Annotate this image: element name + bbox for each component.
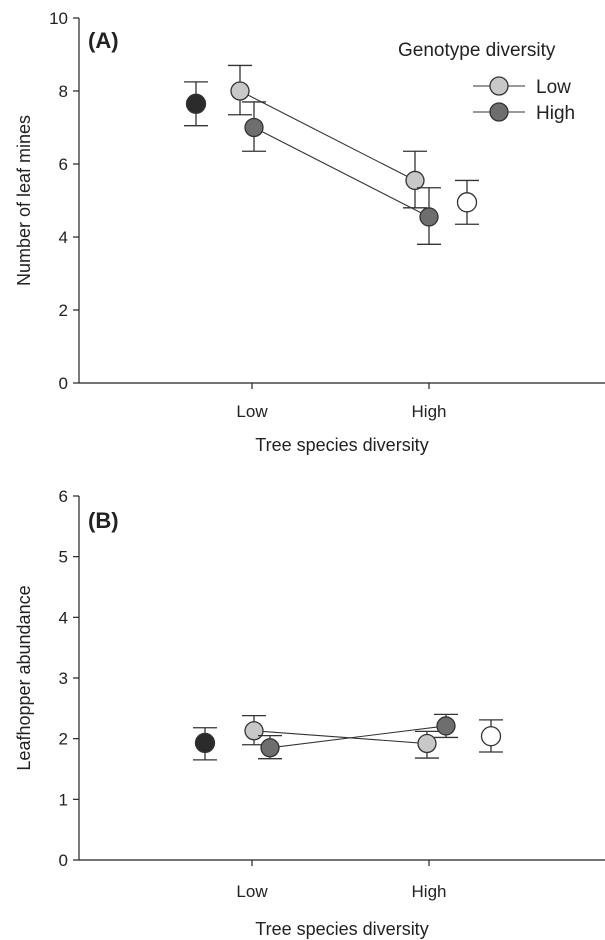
marginal-mean-point <box>194 732 216 754</box>
series-line <box>269 725 447 749</box>
y-axis-label: Leafhopper abundance <box>14 585 34 770</box>
legend-title: Genotype diversity <box>398 40 556 61</box>
data-point <box>260 738 280 758</box>
data-point <box>436 716 456 736</box>
y-tick-label: 4 <box>59 608 68 627</box>
data-point <box>405 170 425 191</box>
data-point <box>244 721 264 741</box>
panel-label: (A) <box>88 28 119 53</box>
x-tick-label: High <box>412 882 447 901</box>
marginal-means <box>193 719 503 761</box>
marginal-mean-point <box>480 726 502 747</box>
series-high <box>258 713 458 760</box>
marginal-means <box>184 81 479 225</box>
y-tick-label: 2 <box>59 301 68 320</box>
y-tick-label: 0 <box>59 851 68 870</box>
y-tick-label: 5 <box>59 548 68 567</box>
x-axis-label: Tree species diversity <box>255 919 428 939</box>
y-tick-label: 1 <box>59 790 68 809</box>
series-line <box>239 90 416 181</box>
y-axis-label: Number of leaf mines <box>14 115 34 286</box>
y-tick-label: 6 <box>59 155 68 174</box>
y-tick-label: 0 <box>59 374 68 393</box>
y-tick-label: 2 <box>59 730 68 749</box>
chart-panel-b: 0 1 2 3 4 5 6 Low High Leafhopper abundance Tree s… <box>14 487 605 939</box>
series-line <box>253 127 430 218</box>
marginal-mean-point <box>185 93 207 114</box>
x-axis-label: Tree species diversity <box>255 435 428 455</box>
y-tick-label: 6 <box>59 487 68 506</box>
y-tick-label: 8 <box>59 82 68 101</box>
legend-marker <box>489 76 509 96</box>
y-tick-label: 4 <box>59 228 68 247</box>
legend-marker <box>489 102 509 122</box>
x-tick-label: High <box>412 402 447 421</box>
series-low <box>228 64 427 209</box>
series-high <box>242 101 441 245</box>
legend-label: High <box>536 103 575 124</box>
data-point <box>230 81 250 101</box>
data-point <box>419 207 439 227</box>
series-line <box>253 730 428 745</box>
data-point <box>417 733 437 754</box>
x-tick-label: Low <box>236 882 268 901</box>
legend-label: Low <box>536 77 571 98</box>
legend: Genotype diversity Low High <box>398 40 575 124</box>
data-point <box>244 117 264 138</box>
chart-panel-a: 0 2 4 6 8 10 Low High Number of leaf mines Tree s… <box>14 9 605 455</box>
panel-label: (B) <box>88 508 119 533</box>
y-tick-label: 3 <box>59 669 68 688</box>
y-tick-label: 10 <box>49 9 68 28</box>
marginal-mean-point <box>456 192 478 213</box>
x-tick-label: Low <box>236 402 268 421</box>
